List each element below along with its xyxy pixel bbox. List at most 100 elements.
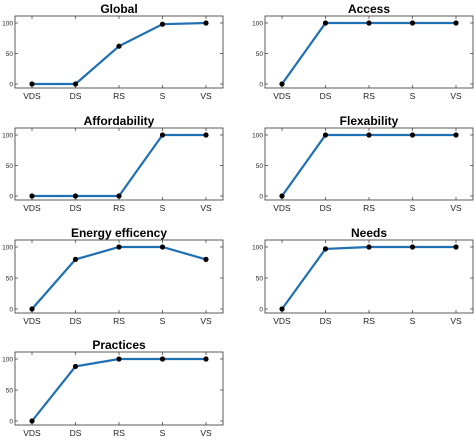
data-point: [29, 81, 35, 87]
x-tick-label: RS: [113, 316, 125, 326]
subplot-7: Practices 0 50 100 VDS DS RS S VS: [2, 338, 224, 438]
x-tick-label: DS: [320, 316, 332, 326]
x-tick-label: DS: [320, 203, 332, 213]
x-tick-label: VDS: [23, 203, 41, 213]
y-tick-label: 0: [9, 81, 13, 88]
data-point: [159, 21, 166, 27]
subplot-title: Needs: [351, 226, 387, 240]
data-point: [322, 132, 329, 138]
data-point: [29, 418, 35, 424]
x-tick-label: VS: [200, 203, 212, 213]
x-tick-label: VDS: [273, 203, 291, 213]
data-point: [116, 193, 122, 199]
data-point: [29, 193, 35, 199]
data-point: [279, 193, 285, 199]
data-point: [453, 244, 459, 250]
data-point: [409, 244, 416, 250]
subplot-title: Practices: [92, 338, 146, 352]
y-tick-label: 0: [259, 193, 263, 200]
y-tick-label: 100: [2, 132, 13, 139]
y-tick-label: 100: [252, 20, 263, 27]
x-tick-label: RS: [363, 203, 375, 213]
x-tick-label: RS: [113, 91, 125, 101]
data-point: [453, 132, 459, 138]
y-tick-label: 50: [256, 51, 264, 58]
data-point: [159, 132, 166, 138]
data-point: [159, 356, 166, 362]
data-point: [116, 356, 122, 362]
y-tick-label: 50: [256, 163, 264, 170]
y-tick-label: 0: [9, 306, 13, 313]
y-tick-label: 50: [6, 163, 14, 170]
y-tick-label: 0: [9, 193, 13, 200]
subplot-4: Flexability 0 50 100 VDS DS RS S VS: [252, 114, 474, 213]
x-tick-label: VDS: [23, 428, 41, 438]
plot-area: [264, 239, 474, 314]
x-tick-label: VS: [450, 203, 462, 213]
x-tick-label: VS: [450, 316, 462, 326]
plot-area: [14, 127, 224, 201]
x-tick-label: VS: [200, 91, 212, 101]
data-point: [72, 193, 79, 199]
subplot-2: Access 0 50 100 VDS DS RS S VS: [252, 2, 474, 101]
x-tick-label: DS: [320, 91, 332, 101]
x-tick-label: DS: [70, 316, 82, 326]
x-tick-label: VDS: [23, 316, 41, 326]
subplot-6: Needs 0 50 100 VDS DS RS S VS: [252, 226, 474, 326]
x-tick-label: VDS: [23, 91, 41, 101]
data-point: [29, 306, 35, 312]
data-point: [203, 20, 209, 26]
x-tick-label: VDS: [273, 316, 291, 326]
plot-area: [14, 15, 224, 89]
x-tick-label: S: [410, 91, 416, 101]
data-point: [409, 20, 416, 26]
data-point: [72, 256, 79, 262]
x-tick-label: S: [160, 316, 166, 326]
data-point: [279, 306, 285, 312]
plot-area: [264, 15, 474, 89]
data-point: [409, 132, 416, 138]
data-point: [322, 20, 329, 26]
plot-area: [264, 127, 474, 201]
data-point: [116, 43, 122, 49]
plot-area: [14, 351, 224, 426]
y-tick-label: 50: [256, 275, 264, 282]
subplot-title: Affordability: [84, 114, 155, 128]
data-point: [453, 20, 459, 26]
y-tick-label: 0: [9, 418, 13, 425]
data-point: [366, 20, 372, 26]
subplot-title: Flexability: [340, 114, 399, 128]
x-tick-label: DS: [70, 91, 82, 101]
x-tick-label: VS: [200, 428, 212, 438]
y-tick-label: 100: [252, 244, 263, 251]
x-tick-label: VS: [200, 316, 212, 326]
y-tick-label: 0: [259, 306, 263, 313]
data-point: [72, 363, 79, 370]
x-tick-label: VDS: [273, 91, 291, 101]
x-tick-label: RS: [363, 316, 375, 326]
x-tick-label: RS: [113, 428, 125, 438]
x-tick-label: S: [410, 203, 416, 213]
data-point: [279, 81, 285, 87]
data-point: [366, 132, 372, 138]
data-point: [203, 256, 209, 262]
subplot-title: Energy efficency: [71, 226, 167, 240]
subplot-title: Access: [348, 2, 390, 16]
x-tick-label: S: [160, 428, 166, 438]
y-tick-label: 100: [2, 20, 13, 27]
plot-area: [14, 239, 224, 314]
data-point: [159, 244, 166, 250]
y-tick-label: 100: [2, 244, 13, 251]
x-tick-label: RS: [113, 203, 125, 213]
x-tick-label: DS: [70, 428, 82, 438]
data-point: [322, 246, 329, 252]
y-tick-label: 100: [2, 356, 13, 363]
subplot-5: Energy efficency 0 50 100 VDS DS RS S VS: [2, 226, 224, 326]
y-tick-label: 0: [259, 81, 263, 88]
y-tick-label: 50: [6, 387, 14, 394]
subplot-3: Affordability 0 50 100 VDS DS RS S VS: [2, 114, 224, 213]
y-tick-label: 100: [252, 132, 263, 139]
x-tick-label: RS: [363, 91, 375, 101]
data-point: [72, 81, 79, 87]
